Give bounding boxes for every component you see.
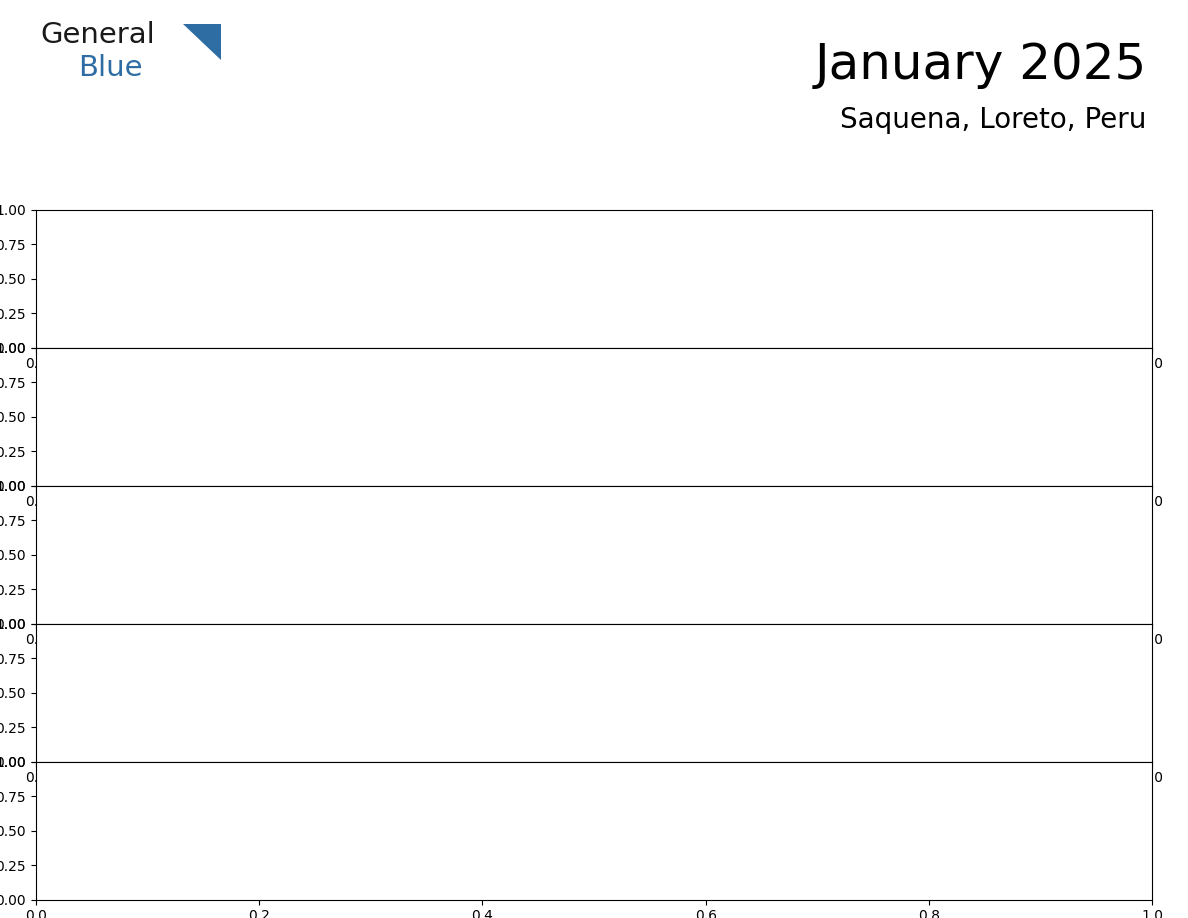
Text: Sunrise: 5:57 AM
Sunset: 6:16 PM
Daylight: 12 hours
and 19 minutes.: Sunrise: 5:57 AM Sunset: 6:16 PM Dayligh… (525, 800, 640, 866)
Text: Saturday: Saturday (1005, 174, 1097, 192)
Text: Sunrise: 5:47 AM
Sunset: 6:10 PM
Daylight: 12 hours
and 22 minutes.: Sunrise: 5:47 AM Sunset: 6:10 PM Dayligh… (1004, 248, 1119, 314)
Text: 13: 13 (207, 496, 232, 513)
Text: 4: 4 (1004, 219, 1017, 237)
Polygon shape (183, 24, 221, 61)
Text: 22: 22 (525, 633, 550, 651)
Text: Sunrise: 5:49 AM
Sunset: 6:11 PM
Daylight: 12 hours
and 22 minutes.: Sunrise: 5:49 AM Sunset: 6:11 PM Dayligh… (525, 386, 640, 452)
Text: 16: 16 (685, 496, 710, 513)
Text: Sunrise: 5:55 AM
Sunset: 6:15 PM
Daylight: 12 hours
and 20 minutes.: Sunrise: 5:55 AM Sunset: 6:15 PM Dayligh… (685, 662, 801, 728)
Text: 11: 11 (1004, 357, 1029, 375)
Text: Sunrise: 5:49 AM
Sunset: 6:12 PM
Daylight: 12 hours
and 22 minutes.: Sunrise: 5:49 AM Sunset: 6:12 PM Dayligh… (685, 386, 801, 452)
Text: 3: 3 (845, 219, 857, 237)
Text: Sunrise: 5:54 AM
Sunset: 6:15 PM
Daylight: 12 hours
and 20 minutes.: Sunrise: 5:54 AM Sunset: 6:15 PM Dayligh… (366, 662, 481, 728)
Text: 15: 15 (525, 496, 550, 513)
Text: Wednesday: Wednesday (527, 174, 643, 192)
Text: Sunrise: 5:46 AM
Sunset: 6:09 PM
Daylight: 12 hours
and 23 minutes.: Sunrise: 5:46 AM Sunset: 6:09 PM Dayligh… (845, 248, 960, 314)
Text: Sunrise: 5:47 AM
Sunset: 6:10 PM
Daylight: 12 hours
and 22 minutes.: Sunrise: 5:47 AM Sunset: 6:10 PM Dayligh… (46, 386, 163, 452)
Text: 18: 18 (1004, 496, 1029, 513)
Text: General: General (40, 21, 156, 50)
Text: Sunday: Sunday (49, 174, 122, 192)
Text: Sunrise: 5:56 AM
Sunset: 6:16 PM
Daylight: 12 hours
and 19 minutes.: Sunrise: 5:56 AM Sunset: 6:16 PM Dayligh… (1004, 662, 1119, 728)
Text: 19: 19 (46, 633, 71, 651)
Text: January 2025: January 2025 (814, 41, 1146, 89)
Text: 30: 30 (685, 771, 710, 789)
Text: Sunrise: 5:54 AM
Sunset: 6:15 PM
Daylight: 12 hours
and 20 minutes.: Sunrise: 5:54 AM Sunset: 6:15 PM Dayligh… (207, 662, 322, 728)
Text: 5: 5 (46, 357, 59, 375)
Text: 23: 23 (685, 633, 710, 651)
Text: Sunrise: 5:56 AM
Sunset: 6:16 PM
Daylight: 12 hours
and 20 minutes.: Sunrise: 5:56 AM Sunset: 6:16 PM Dayligh… (845, 662, 960, 728)
Text: Sunrise: 5:50 AM
Sunset: 6:12 PM
Daylight: 12 hours
and 22 minutes.: Sunrise: 5:50 AM Sunset: 6:12 PM Dayligh… (1004, 386, 1119, 452)
Text: 29: 29 (525, 771, 550, 789)
Text: Sunrise: 5:46 AM
Sunset: 6:09 PM
Daylight: 12 hours
and 23 minutes.: Sunrise: 5:46 AM Sunset: 6:09 PM Dayligh… (685, 248, 801, 314)
Text: Sunrise: 5:50 AM
Sunset: 6:12 PM
Daylight: 12 hours
and 22 minutes.: Sunrise: 5:50 AM Sunset: 6:12 PM Dayligh… (845, 386, 960, 452)
Text: Thursday: Thursday (687, 174, 779, 192)
Text: Sunrise: 5:57 AM
Sunset: 6:16 PM
Daylight: 12 hours
and 18 minutes.: Sunrise: 5:57 AM Sunset: 6:16 PM Dayligh… (685, 800, 801, 866)
Text: 1: 1 (525, 219, 538, 237)
Text: 6: 6 (207, 357, 219, 375)
Text: 2: 2 (685, 219, 697, 237)
Text: 8: 8 (525, 357, 538, 375)
Text: Saquena, Loreto, Peru: Saquena, Loreto, Peru (840, 106, 1146, 134)
Text: 26: 26 (46, 771, 71, 789)
Text: Sunrise: 5:51 AM
Sunset: 6:13 PM
Daylight: 12 hours
and 21 minutes.: Sunrise: 5:51 AM Sunset: 6:13 PM Dayligh… (207, 524, 322, 589)
Text: 31: 31 (845, 771, 870, 789)
Text: 27: 27 (207, 771, 232, 789)
Text: 12: 12 (46, 496, 71, 513)
Text: Blue: Blue (78, 54, 143, 83)
Text: 28: 28 (366, 771, 391, 789)
Text: Sunrise: 5:51 AM
Sunset: 6:13 PM
Daylight: 12 hours
and 22 minutes.: Sunrise: 5:51 AM Sunset: 6:13 PM Dayligh… (46, 524, 163, 589)
Text: Sunrise: 5:57 AM
Sunset: 6:16 PM
Daylight: 12 hours
and 19 minutes.: Sunrise: 5:57 AM Sunset: 6:16 PM Dayligh… (366, 800, 481, 866)
Text: Sunrise: 5:55 AM
Sunset: 6:15 PM
Daylight: 12 hours
and 20 minutes.: Sunrise: 5:55 AM Sunset: 6:15 PM Dayligh… (525, 662, 640, 728)
Text: 10: 10 (845, 357, 870, 375)
Text: Sunrise: 5:48 AM
Sunset: 6:11 PM
Daylight: 12 hours
and 22 minutes.: Sunrise: 5:48 AM Sunset: 6:11 PM Dayligh… (207, 386, 322, 452)
Text: Sunrise: 5:52 AM
Sunset: 6:14 PM
Daylight: 12 hours
and 21 minutes.: Sunrise: 5:52 AM Sunset: 6:14 PM Dayligh… (685, 524, 801, 589)
Text: Sunrise: 5:56 AM
Sunset: 6:16 PM
Daylight: 12 hours
and 19 minutes.: Sunrise: 5:56 AM Sunset: 6:16 PM Dayligh… (207, 800, 322, 866)
Text: 24: 24 (845, 633, 870, 651)
Text: Tuesday: Tuesday (367, 174, 449, 192)
Text: Friday: Friday (846, 174, 908, 192)
Text: 7: 7 (366, 357, 378, 375)
Text: Sunrise: 5:45 AM
Sunset: 6:09 PM
Daylight: 12 hours
and 23 minutes.: Sunrise: 5:45 AM Sunset: 6:09 PM Dayligh… (525, 248, 640, 314)
Text: Sunrise: 5:52 AM
Sunset: 6:13 PM
Daylight: 12 hours
and 21 minutes.: Sunrise: 5:52 AM Sunset: 6:13 PM Dayligh… (366, 524, 481, 589)
Text: Sunrise: 5:48 AM
Sunset: 6:11 PM
Daylight: 12 hours
and 22 minutes.: Sunrise: 5:48 AM Sunset: 6:11 PM Dayligh… (366, 386, 481, 452)
Text: 20: 20 (207, 633, 232, 651)
Text: 25: 25 (1004, 633, 1029, 651)
Text: 14: 14 (366, 496, 391, 513)
Text: Sunrise: 5:53 AM
Sunset: 6:14 PM
Daylight: 12 hours
and 21 minutes.: Sunrise: 5:53 AM Sunset: 6:14 PM Dayligh… (845, 524, 960, 589)
Text: Monday: Monday (208, 174, 286, 192)
Text: 9: 9 (685, 357, 697, 375)
Text: Sunrise: 5:58 AM
Sunset: 6:16 PM
Daylight: 12 hours
and 18 minutes.: Sunrise: 5:58 AM Sunset: 6:16 PM Dayligh… (845, 800, 960, 866)
Text: Sunrise: 5:56 AM
Sunset: 6:16 PM
Daylight: 12 hours
and 19 minutes.: Sunrise: 5:56 AM Sunset: 6:16 PM Dayligh… (46, 800, 163, 866)
Text: Sunrise: 5:54 AM
Sunset: 6:15 PM
Daylight: 12 hours
and 20 minutes.: Sunrise: 5:54 AM Sunset: 6:15 PM Dayligh… (46, 662, 163, 728)
Text: Sunrise: 5:52 AM
Sunset: 6:14 PM
Daylight: 12 hours
and 21 minutes.: Sunrise: 5:52 AM Sunset: 6:14 PM Dayligh… (525, 524, 640, 589)
Text: 17: 17 (845, 496, 870, 513)
Text: 21: 21 (366, 633, 391, 651)
Text: Sunrise: 5:53 AM
Sunset: 6:14 PM
Daylight: 12 hours
and 21 minutes.: Sunrise: 5:53 AM Sunset: 6:14 PM Dayligh… (1004, 524, 1119, 589)
